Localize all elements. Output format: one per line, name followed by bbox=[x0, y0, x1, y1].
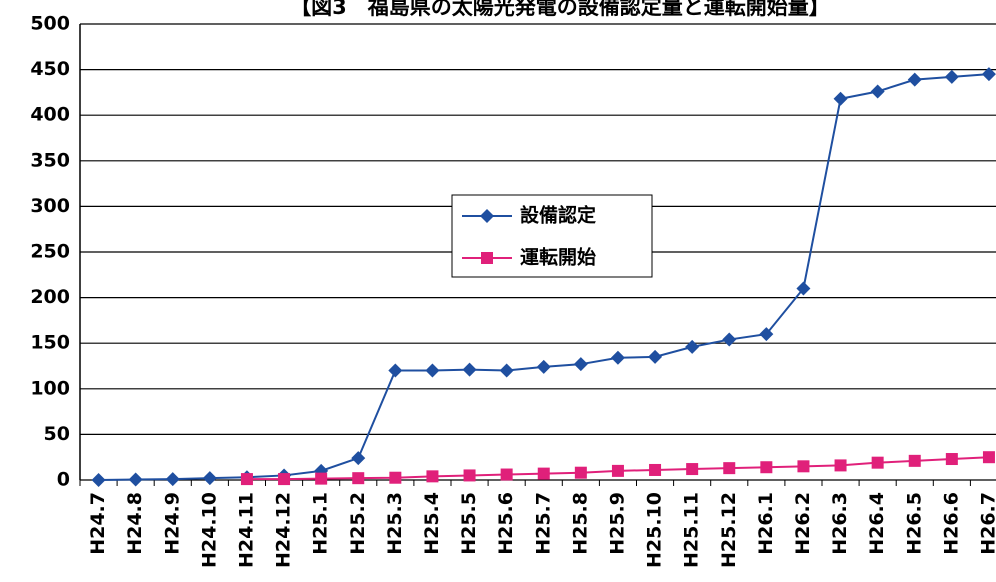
point bbox=[202, 471, 217, 486]
x-tick-label: H25.5 bbox=[458, 492, 480, 555]
point bbox=[536, 359, 551, 374]
point bbox=[278, 473, 291, 486]
point bbox=[481, 252, 493, 264]
x-tick-label: H26.6 bbox=[940, 492, 962, 555]
y-tick-label: 300 bbox=[30, 195, 70, 217]
x-tick-label: H25.11 bbox=[681, 492, 703, 568]
point bbox=[351, 451, 366, 466]
point bbox=[128, 472, 143, 487]
y-tick-label: 350 bbox=[30, 149, 70, 171]
point bbox=[945, 453, 958, 466]
y-tick-label: 500 bbox=[30, 13, 70, 35]
x-tick-label: H26.4 bbox=[866, 492, 888, 555]
point bbox=[686, 463, 699, 476]
point bbox=[833, 91, 848, 106]
legend-label: 設備認定 bbox=[520, 204, 596, 227]
point bbox=[648, 349, 663, 364]
y-tick-label: 150 bbox=[30, 332, 70, 354]
x-tick-label: H24.8 bbox=[124, 492, 146, 555]
x-tick-label: H25.7 bbox=[532, 492, 554, 555]
x-tick-label: H26.2 bbox=[792, 492, 814, 555]
point bbox=[389, 471, 402, 484]
point bbox=[462, 362, 477, 377]
y-tick-label: 250 bbox=[30, 241, 70, 263]
point bbox=[388, 363, 403, 378]
chart-title: 【図3 福島県の太陽光発電の設備認定量と運転開始量】 bbox=[290, 0, 830, 19]
x-tick-label: H26.5 bbox=[903, 492, 925, 555]
y-tick-label: 400 bbox=[30, 104, 70, 126]
point bbox=[944, 69, 959, 84]
point bbox=[907, 72, 922, 87]
point bbox=[500, 468, 513, 481]
point bbox=[759, 327, 774, 342]
x-tick-label: H26.7 bbox=[977, 492, 996, 555]
x-tick-label: H25.12 bbox=[718, 492, 740, 568]
point bbox=[91, 473, 106, 487]
point bbox=[573, 357, 588, 372]
x-tick-label: H25.8 bbox=[569, 492, 591, 555]
point bbox=[610, 350, 625, 365]
legend-label: 運転開始 bbox=[520, 246, 596, 269]
point bbox=[685, 339, 700, 354]
point bbox=[760, 461, 773, 474]
point bbox=[870, 84, 885, 99]
point bbox=[611, 464, 624, 477]
point bbox=[908, 454, 921, 467]
x-tick-label: H24.10 bbox=[198, 492, 220, 568]
x-tick-label: H25.4 bbox=[421, 492, 443, 555]
point bbox=[982, 451, 995, 464]
point bbox=[834, 459, 847, 472]
x-tick-label: H25.3 bbox=[384, 492, 406, 555]
x-tick-label: H25.6 bbox=[495, 492, 517, 555]
point bbox=[352, 472, 365, 485]
x-tick-label: H25.2 bbox=[347, 492, 369, 555]
y-tick-label: 450 bbox=[30, 58, 70, 80]
point bbox=[537, 467, 550, 480]
x-tick-label: H25.10 bbox=[644, 492, 666, 568]
point bbox=[425, 363, 440, 378]
x-tick-label: H24.7 bbox=[87, 492, 109, 555]
y-tick-label: 50 bbox=[44, 423, 70, 445]
point bbox=[649, 463, 662, 476]
x-tick-label: H26.1 bbox=[755, 492, 777, 555]
y-tick-label: 100 bbox=[30, 377, 70, 399]
point bbox=[871, 456, 884, 469]
point bbox=[240, 473, 253, 486]
point bbox=[723, 462, 736, 475]
x-tick-label: H26.3 bbox=[829, 492, 851, 555]
point bbox=[797, 460, 810, 473]
x-tick-label: H25.9 bbox=[606, 492, 628, 555]
x-tick-label: H24.9 bbox=[161, 492, 183, 555]
point bbox=[499, 363, 514, 378]
x-tick-label: H24.11 bbox=[235, 492, 257, 568]
point bbox=[574, 466, 587, 479]
y-tick-label: 0 bbox=[57, 469, 70, 491]
point bbox=[426, 470, 439, 483]
point bbox=[315, 472, 328, 485]
x-tick-label: H25.1 bbox=[310, 492, 332, 555]
y-tick-label: 200 bbox=[30, 286, 70, 308]
point bbox=[463, 469, 476, 482]
point bbox=[480, 209, 494, 223]
point bbox=[165, 472, 180, 487]
point bbox=[722, 332, 737, 347]
point bbox=[981, 67, 996, 82]
x-tick-label: H24.12 bbox=[273, 492, 295, 568]
point bbox=[796, 281, 811, 296]
